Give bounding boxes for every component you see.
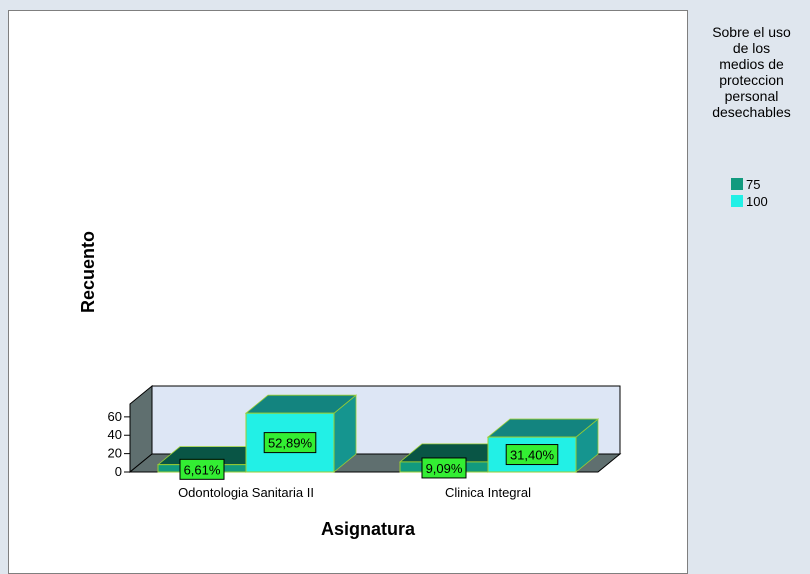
x-tick-label-1: Clinica Integral: [445, 485, 531, 500]
chart-frame: [8, 10, 688, 574]
x-tick-label-0: Odontologia Sanitaria II: [178, 485, 314, 500]
y-tick-label-60: 60: [108, 409, 122, 424]
legend-label-75: 75: [746, 177, 761, 192]
data-label-100-1: 31,40%: [510, 448, 555, 463]
data-label-75-0: 6,61%: [184, 462, 221, 477]
legend-swatch-75: [731, 178, 743, 190]
data-label-75-1: 9,09%: [426, 461, 463, 476]
legend-label-100: 100: [746, 194, 768, 209]
data-label-box-75-1: [421, 457, 467, 479]
legend-item-75: 75: [731, 177, 760, 192]
x-axis-title: Asignatura: [321, 519, 416, 539]
y-tick-label-0: 0: [115, 464, 122, 479]
data-label-box-75-0: [179, 458, 225, 480]
data-label-box-100-0: [263, 432, 317, 454]
y-tick-label-40: 40: [108, 427, 122, 442]
legend: Sobre el uso de los medios de proteccion…: [693, 10, 810, 574]
data-label-box-100-1: [505, 444, 559, 466]
legend-title: Sobre el uso de los medios de proteccion…: [712, 24, 791, 120]
y-axis-title: Recuento: [78, 231, 98, 313]
legend-item-100: 100: [731, 194, 768, 209]
data-label-100-0: 52,89%: [268, 436, 313, 451]
legend-swatch-100: [731, 195, 743, 207]
y-tick-label-20: 20: [108, 446, 122, 461]
